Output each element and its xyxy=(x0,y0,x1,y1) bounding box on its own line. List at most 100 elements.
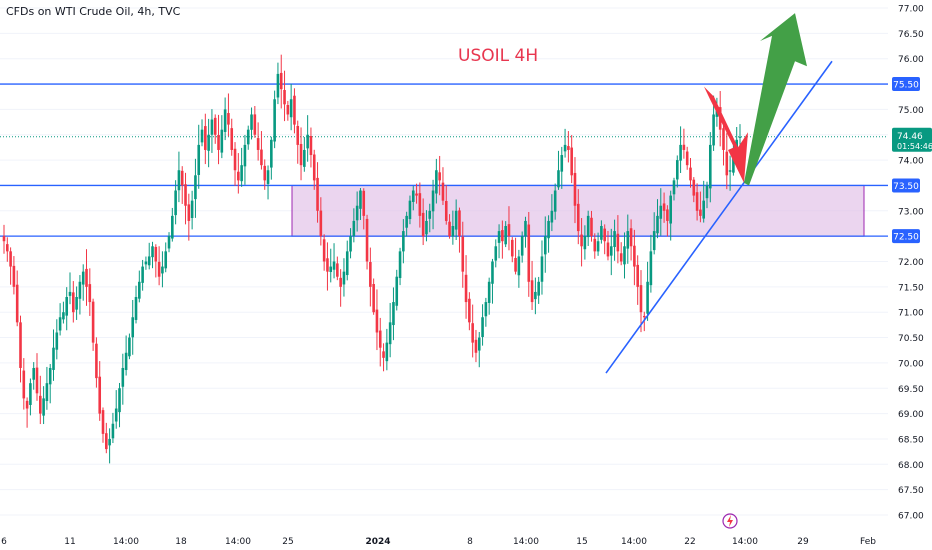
candle xyxy=(147,242,151,270)
candle-body xyxy=(246,129,250,145)
candle-body xyxy=(454,210,458,230)
candle-body xyxy=(174,190,177,216)
candle-body xyxy=(240,165,243,182)
candle xyxy=(722,123,725,166)
candle-body xyxy=(111,423,115,439)
candle xyxy=(550,194,554,232)
candle xyxy=(15,270,19,327)
candle-body xyxy=(187,204,191,221)
candle-body xyxy=(438,172,441,181)
trendline[interactable] xyxy=(605,60,833,374)
candle xyxy=(365,214,369,270)
candle-body xyxy=(428,210,432,219)
candle-body xyxy=(62,312,65,320)
candle-body xyxy=(161,266,164,274)
events-icon-ring xyxy=(722,513,738,529)
candle xyxy=(25,397,29,428)
candle xyxy=(355,191,359,232)
candle xyxy=(527,211,531,297)
candle-body xyxy=(243,144,247,167)
candle-body xyxy=(659,205,663,219)
candle xyxy=(398,247,402,286)
candle xyxy=(246,125,250,150)
candle xyxy=(590,210,593,242)
candle xyxy=(240,147,243,187)
candle xyxy=(108,428,111,464)
candle-body xyxy=(131,317,135,338)
candle-body xyxy=(695,192,699,211)
candle-body xyxy=(451,226,455,237)
candle-series xyxy=(2,54,742,464)
candle xyxy=(270,136,273,180)
candle xyxy=(702,180,705,223)
candle-body xyxy=(583,236,587,250)
candle xyxy=(600,220,603,244)
candle-body xyxy=(220,129,224,153)
candle xyxy=(468,292,471,331)
candle-body xyxy=(349,236,352,252)
candle xyxy=(299,127,303,181)
candle xyxy=(81,264,85,301)
candle xyxy=(134,285,138,324)
candle-body xyxy=(213,117,217,135)
candle xyxy=(227,93,230,137)
candle-body xyxy=(619,253,623,262)
candle-body xyxy=(510,239,514,257)
candle xyxy=(197,124,201,189)
candle-body xyxy=(534,291,537,300)
candle-body xyxy=(441,182,445,201)
candle-body xyxy=(504,226,507,245)
candle xyxy=(329,248,333,283)
candle xyxy=(253,105,257,138)
candle-body xyxy=(652,231,656,251)
candle-body xyxy=(12,265,16,287)
candle xyxy=(55,319,59,360)
candle-body xyxy=(623,246,626,265)
candle xyxy=(418,182,422,228)
x-tick-label: 18 xyxy=(175,537,187,547)
candle xyxy=(207,118,210,168)
candle-body xyxy=(586,215,590,238)
y-tick-label: 68.50 xyxy=(898,435,924,445)
candle-body xyxy=(237,171,240,181)
candle-body xyxy=(398,251,402,279)
candle xyxy=(58,303,62,336)
y-tick-label: 67.00 xyxy=(898,512,924,522)
candle-body xyxy=(593,238,597,252)
candle xyxy=(233,142,237,186)
candle-body xyxy=(699,209,702,216)
candle-body xyxy=(118,388,121,413)
candle-body xyxy=(675,160,679,180)
candle xyxy=(514,237,517,275)
candle-body xyxy=(72,292,75,313)
candle xyxy=(319,197,323,246)
events-icon[interactable] xyxy=(722,513,738,529)
x-tick-label: 25 xyxy=(282,537,293,547)
candle-body xyxy=(180,170,184,186)
candle xyxy=(593,233,597,259)
candle-body xyxy=(491,261,494,284)
candle xyxy=(540,240,544,295)
candle xyxy=(171,207,174,242)
candle-body xyxy=(369,262,372,287)
candle xyxy=(101,407,105,443)
candle xyxy=(32,362,36,390)
candle xyxy=(646,261,649,321)
candle-body xyxy=(151,246,154,258)
candle xyxy=(682,128,686,159)
candle xyxy=(623,232,626,279)
candle xyxy=(144,256,148,270)
candle xyxy=(78,275,82,315)
up-arrow xyxy=(744,13,807,186)
candle xyxy=(256,122,260,161)
candle-body xyxy=(45,383,49,402)
time-axis[interactable]: 6 11 14:00 18 14:00 25 2024 14:00 8 14:00 15 14:00 2… xyxy=(1,537,876,547)
candle xyxy=(19,315,22,383)
chart-title: USOIL 4H xyxy=(458,46,539,66)
candle-body xyxy=(101,410,105,434)
candle-body xyxy=(471,323,474,343)
x-tick-label: 14:00 xyxy=(225,537,251,547)
candle-body xyxy=(388,322,392,345)
candle xyxy=(639,270,643,333)
